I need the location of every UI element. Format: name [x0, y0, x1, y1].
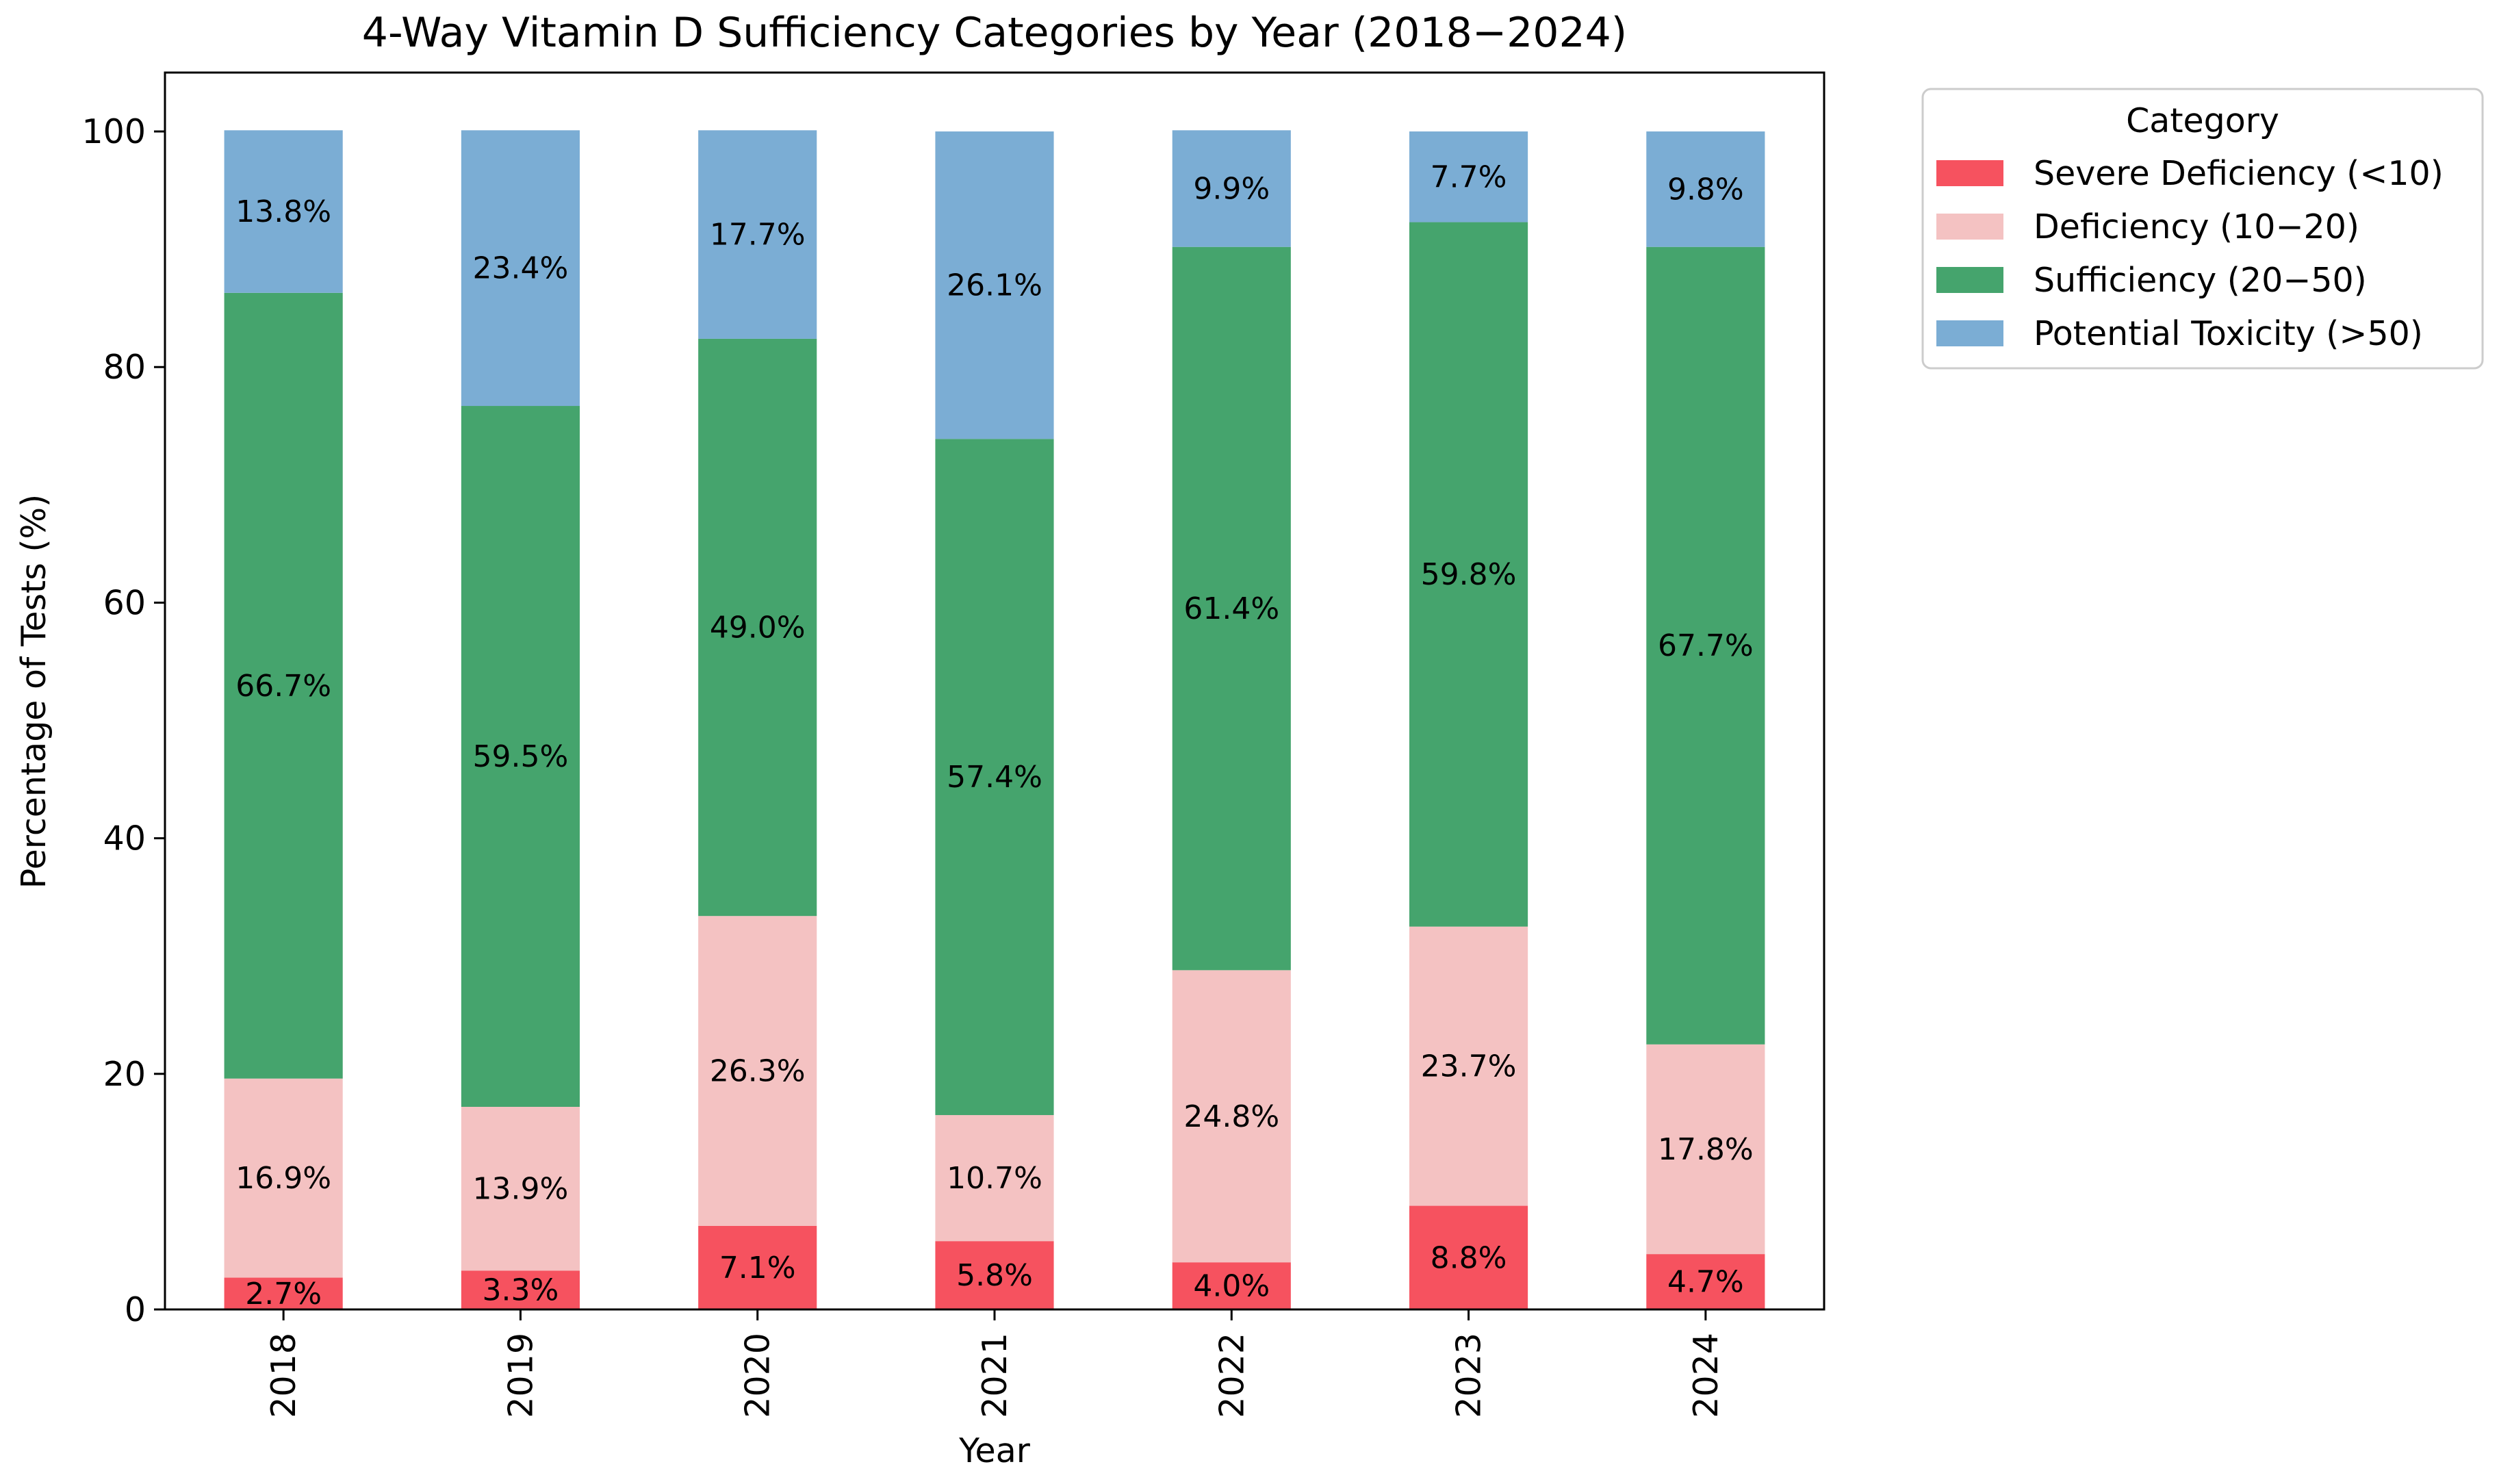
bar-label-2020-series-0: 7.1% [719, 1251, 796, 1285]
y-axis: 0 20 40 60 80 100 [81, 112, 165, 1329]
bar-2018-series-0 [224, 1277, 343, 1309]
bar-label-2022-series-3: 9.9% [1193, 172, 1270, 207]
y-tick-label: 100 [81, 112, 146, 151]
bar-label-2021-series-0: 5.8% [956, 1258, 1033, 1293]
x-tick-label-2019: 2019 [501, 1333, 540, 1418]
bar-2021-series-0 [935, 1241, 1054, 1309]
plot-area: 2.7% 16.9% 66.7% 13.8% 3.3% 13.9% 59.5% 23.4% 7.… [224, 130, 1765, 1312]
bar-2020-series-3 [698, 130, 817, 339]
bar-2020-series-0 [698, 1225, 817, 1309]
bar-2019-series-1 [461, 1106, 580, 1271]
y-tick-label: 0 [125, 1290, 146, 1329]
bar-label-2024-series-1: 17.8% [1658, 1132, 1754, 1167]
bar-2024-series-0 [1646, 1254, 1765, 1309]
bar-2023-series-2 [1409, 222, 1528, 927]
bar-label-2018-series-0: 2.7% [245, 1277, 322, 1312]
bar-label-2018-series-1: 16.9% [235, 1161, 331, 1196]
bar-label-2021-series-1: 10.7% [947, 1161, 1042, 1196]
bar-label-2022-series-2: 61.4% [1183, 591, 1279, 626]
x-tick-label-2023: 2023 [1450, 1333, 1489, 1418]
bar-2020-series-1 [698, 916, 817, 1226]
bar-2023-series-3 [1409, 131, 1528, 222]
legend-label-3: Potential Toxicity (>50) [2034, 314, 2423, 353]
legend-swatch-3 [1936, 320, 2003, 346]
y-tick-label: 80 [103, 348, 146, 387]
bar-label-2019-series-1: 13.9% [473, 1172, 569, 1207]
bar-label-2023-series-2: 59.8% [1421, 557, 1517, 592]
bar-2023-series-0 [1409, 1205, 1528, 1309]
bar-2022-series-3 [1172, 130, 1291, 247]
bar-2019-series-3 [461, 130, 580, 407]
bar-label-2019-series-2: 59.5% [473, 739, 569, 774]
x-axis-label: Year [958, 1431, 1031, 1470]
legend-box [1921, 88, 2484, 370]
x-tick-label-2021: 2021 [975, 1333, 1014, 1418]
y-axis-label: Percentage of Tests (%) [14, 494, 53, 888]
legend-label-1: Deficiency (10−20) [2034, 207, 2359, 246]
bar-label-2020-series-2: 49.0% [710, 611, 806, 645]
bar-2018-series-2 [224, 292, 343, 1079]
bar-2022-series-2 [1172, 246, 1291, 971]
bar-2018-series-3 [224, 130, 343, 293]
bar-label-2019-series-0: 3.3% [483, 1273, 559, 1308]
legend-swatch-2 [1936, 267, 2003, 293]
legend-label-0: Severe Deficiency (<10) [2034, 154, 2444, 193]
x-tick-label-2020: 2020 [739, 1333, 778, 1418]
legend-swatch-0 [1936, 160, 2003, 186]
bar-label-2022-series-0: 4.0% [1193, 1269, 1270, 1304]
x-axis: 2018 2019 2020 2021 2022 2023 2024 [264, 1309, 1726, 1418]
chart-title: 4-Way Vitamin D Sufficiency Categories b… [362, 9, 1627, 57]
legend: Category Severe Deficiency (<10) Deficien… [1921, 88, 2484, 370]
bar-2021-series-2 [935, 439, 1054, 1116]
y-tick-label: 60 [103, 583, 146, 622]
legend-items: Severe Deficiency (<10) Deficiency (10−20… [1936, 154, 2444, 353]
x-tick-label-2024: 2024 [1687, 1333, 1726, 1418]
x-tick-label-2022: 2022 [1212, 1333, 1251, 1418]
bar-label-2024-series-0: 4.7% [1667, 1265, 1744, 1300]
bar-label-2023-series-0: 8.8% [1431, 1240, 1507, 1275]
bar-label-2018-series-3: 13.8% [235, 194, 331, 229]
bar-label-2021-series-3: 26.1% [947, 268, 1042, 303]
bar-2023-series-1 [1409, 926, 1528, 1206]
bar-label-2019-series-3: 23.4% [473, 251, 569, 286]
bar-2022-series-0 [1172, 1262, 1291, 1309]
bar-label-2020-series-3: 17.7% [710, 218, 806, 253]
bar-2020-series-2 [698, 338, 817, 917]
bar-2021-series-1 [935, 1115, 1054, 1242]
bar-2022-series-1 [1172, 970, 1291, 1263]
legend-title: Category [2126, 101, 2279, 140]
bar-label-2024-series-3: 9.8% [1667, 172, 1744, 207]
bar-2021-series-3 [935, 131, 1054, 439]
bar-2024-series-3 [1646, 131, 1765, 247]
bar-label-2022-series-1: 24.8% [1183, 1099, 1279, 1134]
bar-2018-series-1 [224, 1078, 343, 1278]
bar-label-2021-series-2: 57.4% [947, 760, 1042, 795]
bar-label-2020-series-1: 26.3% [710, 1054, 806, 1089]
bar-2024-series-1 [1646, 1044, 1765, 1255]
y-tick-label: 40 [103, 819, 146, 858]
bar-2019-series-2 [461, 406, 580, 1107]
legend-swatch-1 [1936, 214, 2003, 240]
bar-label-2023-series-3: 7.7% [1431, 159, 1507, 194]
bar-label-2018-series-2: 66.7% [235, 669, 331, 704]
bar-2019-series-0 [461, 1270, 580, 1309]
bar-label-2024-series-2: 67.7% [1658, 628, 1754, 663]
y-tick-label: 20 [103, 1055, 146, 1094]
bar-2024-series-2 [1646, 246, 1765, 1045]
bar-label-2023-series-1: 23.7% [1421, 1049, 1517, 1084]
x-tick-label-2018: 2018 [264, 1333, 303, 1418]
legend-label-2: Sufficiency (20−50) [2034, 261, 2367, 300]
